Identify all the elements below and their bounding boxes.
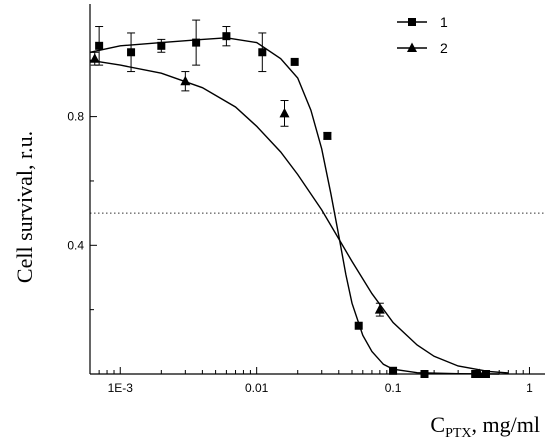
y-axis-title: Cell survival, r.u. xyxy=(12,131,37,283)
data-point-series-1 xyxy=(95,41,104,50)
y-tick-label: 0.8 xyxy=(67,110,84,124)
x-tick-label: 1 xyxy=(526,381,533,395)
legend-marker xyxy=(407,42,417,52)
legend-marker xyxy=(408,18,416,26)
fit-curve-series-2 xyxy=(89,59,509,374)
data-point-series-1 xyxy=(157,41,166,50)
data-point-series-1 xyxy=(222,32,231,41)
data-point-series-2 xyxy=(180,75,191,86)
data-point-series-1 xyxy=(127,48,136,57)
data-point-series-2 xyxy=(89,53,100,63)
legend-label: 2 xyxy=(440,40,448,56)
plot-area xyxy=(89,19,545,378)
legend: 12 xyxy=(397,14,448,56)
x-tick-label: 0.1 xyxy=(385,381,402,395)
data-point-series-2 xyxy=(374,304,385,314)
x-axis-title-subscript: PTX xyxy=(445,426,471,441)
data-point-series-1 xyxy=(323,131,332,140)
x-axis-title-rest: , mg/ml xyxy=(472,412,540,437)
x-tick-label: 0.01 xyxy=(245,381,269,395)
fit-curve-series-1 xyxy=(89,37,500,375)
data-point-series-1 xyxy=(192,38,201,47)
data-point-series-1 xyxy=(354,321,363,330)
axes: 1E-3 0.01 0.1 1 0.4 0.8 xyxy=(67,4,545,395)
data-point-series-2 xyxy=(279,107,290,118)
x-axis-title: CPTX, mg/ml xyxy=(430,412,540,441)
legend-item-series-1: 1 xyxy=(397,14,448,30)
data-point-series-2 xyxy=(474,368,485,378)
x-axis-title-main: C xyxy=(430,412,445,437)
legend-label: 1 xyxy=(440,14,448,30)
x-tick-label: 1E-3 xyxy=(108,381,134,395)
data-point-series-1 xyxy=(290,57,299,66)
data-point-series-1 xyxy=(258,48,267,57)
y-tick-label: 0.4 xyxy=(67,238,84,252)
legend-item-series-2: 2 xyxy=(397,40,448,56)
